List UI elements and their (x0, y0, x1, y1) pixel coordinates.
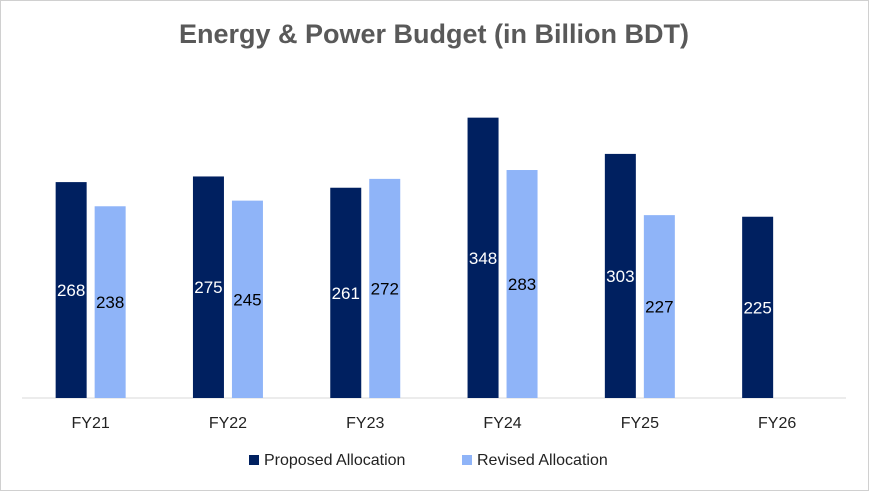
data-label-fy24-series-1: 348 (469, 249, 497, 268)
legend-swatch-series-2 (462, 455, 472, 465)
bar-fy23-series-2 (369, 178, 401, 398)
x-tick-label-fy26: FY26 (758, 415, 796, 432)
bar-fy22-series-2 (231, 200, 263, 398)
data-label-fy25-series-1: 303 (606, 267, 634, 286)
bar-fy22-series-1 (192, 176, 224, 398)
bar-fy25-series-2 (643, 215, 675, 398)
bar-fy25-series-1 (604, 153, 636, 398)
data-label-fy21-series-1: 268 (57, 281, 85, 300)
x-tick-label-fy22: FY22 (209, 415, 247, 432)
legend-swatch-series-1 (249, 455, 259, 465)
data-labels-group: 268 238 275 245 261 272 348 283 303 227 225 (57, 249, 772, 318)
bar-fy21-series-2 (94, 206, 126, 398)
data-label-fy26-series-1: 225 (743, 298, 771, 317)
data-label-fy23-series-2: 272 (371, 279, 399, 298)
data-label-fy23-series-1: 261 (332, 284, 360, 303)
bar-fy23-series-1 (330, 187, 362, 398)
bars-group (55, 117, 774, 399)
data-label-fy25-series-2: 227 (645, 298, 673, 317)
x-tick-label-fy24: FY24 (483, 415, 521, 432)
data-label-fy21-series-2: 238 (96, 293, 124, 312)
bar-fy26-series-1 (742, 216, 774, 398)
legend-label-series-2: Revised Allocation (477, 452, 608, 469)
data-label-fy24-series-2: 283 (508, 275, 536, 294)
x-tick-labels-group: FY21 FY22 FY23 FY24 FY25 FY26 (72, 415, 797, 432)
chart-title: Energy & Power Budget (in Billion BDT) (179, 19, 689, 49)
bar-fy24-series-2 (506, 170, 538, 398)
x-tick-label-fy25: FY25 (621, 415, 659, 432)
x-tick-label-fy23: FY23 (346, 415, 384, 432)
legend-label-series-1: Proposed Allocation (264, 452, 405, 469)
x-tick-label-fy21: FY21 (72, 415, 110, 432)
bar-fy21-series-1 (55, 182, 87, 398)
data-label-fy22-series-2: 245 (233, 290, 261, 309)
data-label-fy22-series-1: 275 (194, 278, 222, 297)
legend: Proposed Allocation Revised Allocation (249, 452, 608, 469)
bar-fy24-series-1 (467, 117, 499, 399)
